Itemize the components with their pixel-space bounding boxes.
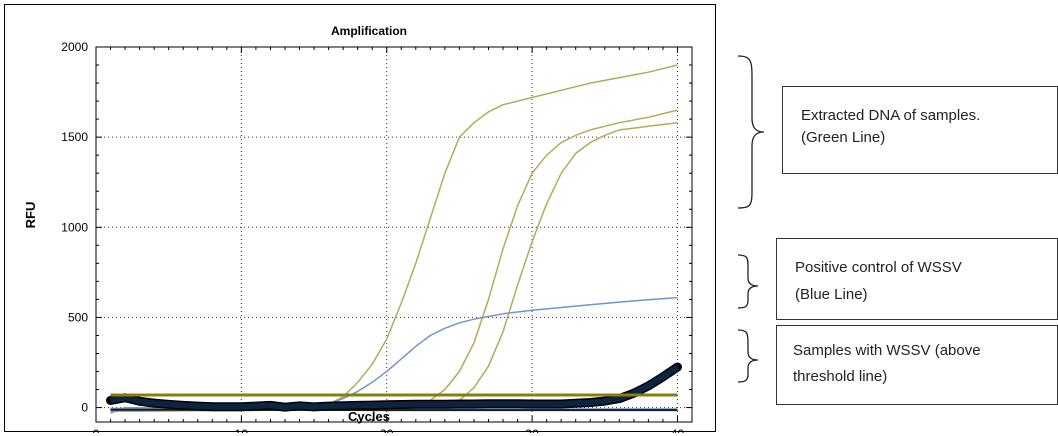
callout-positive-control-line2: (Blue Line) bbox=[795, 286, 868, 303]
x-tick-label: 20 bbox=[380, 427, 394, 433]
y-tick-label: 1500 bbox=[61, 130, 88, 144]
callout-extracted-dna-line2: (Green Line) bbox=[801, 129, 886, 146]
callout-extracted-dna: Extracted DNA of samples. (Green Line) bbox=[782, 86, 1058, 174]
brace-blue-line bbox=[737, 254, 759, 309]
x-tick-label: 40 bbox=[671, 427, 685, 433]
amplification-chart: 0102030400500100015002000 Amplification … bbox=[23, 24, 693, 433]
x-tick-label: 10 bbox=[235, 427, 249, 433]
callout-positive-control-line1: Positive control of WSSV bbox=[795, 259, 962, 276]
series-line-green bbox=[110, 121, 678, 412]
callout-samples-wssv: Samples with WSSV (above threshold line) bbox=[776, 325, 1058, 405]
series-layer bbox=[106, 64, 682, 414]
x-tick-label: 0 bbox=[93, 427, 100, 433]
callout-samples-wssv-line1: Samples with WSSV (above bbox=[793, 342, 981, 359]
series-line-thick_fill bbox=[109, 364, 680, 411]
callout-positive-control: Positive control of WSSV (Blue Line) bbox=[776, 238, 1058, 320]
plot-area-border bbox=[95, 46, 693, 423]
brace-samples-threshold bbox=[737, 329, 759, 383]
y-tick-label: 2000 bbox=[61, 40, 88, 54]
callout-samples-wssv-line2: threshold line) bbox=[793, 368, 888, 385]
y-tick-label: 1000 bbox=[61, 220, 88, 234]
grid-layer bbox=[96, 47, 692, 422]
y-axis-label: RFU bbox=[23, 202, 38, 229]
callout-extracted-dna-line1: Extracted DNA of samples. bbox=[801, 107, 981, 124]
x-tick-label: 30 bbox=[525, 427, 539, 433]
tick-layer: 0 10 20 30 40 0 500 1000 1500 2000 bbox=[61, 40, 693, 433]
y-tick-label: 500 bbox=[68, 310, 88, 324]
series-line-green bbox=[110, 64, 678, 412]
brace-green-line bbox=[737, 55, 765, 209]
amplification-chart-frame: 0102030400500100015002000 Amplification … bbox=[4, 4, 716, 433]
chart-title: Amplification bbox=[331, 24, 407, 38]
y-tick-label: 0 bbox=[81, 401, 88, 415]
x-axis-label: Cycles bbox=[348, 409, 390, 424]
